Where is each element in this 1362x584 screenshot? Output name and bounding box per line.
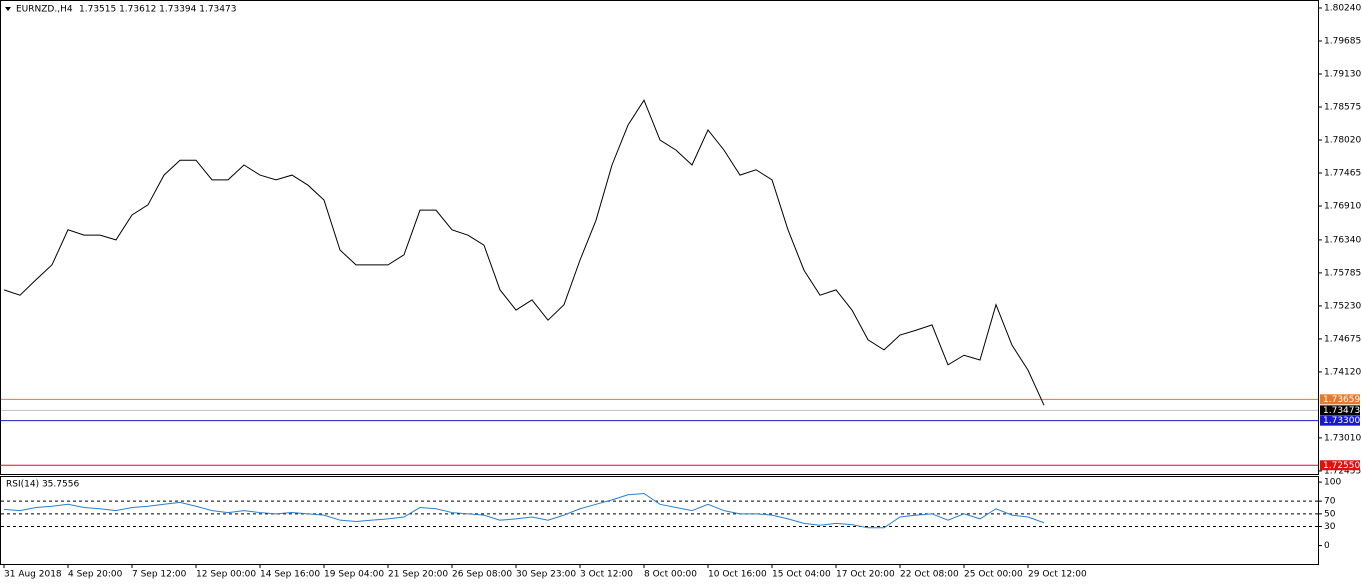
x-tick-label: 12 Sep 00:00 bbox=[196, 570, 256, 580]
x-tick-label: 31 Aug 2018 bbox=[4, 570, 62, 580]
y-tick-label: 1.75230 bbox=[1324, 301, 1361, 311]
x-tick-label: 19 Sep 04:00 bbox=[324, 570, 384, 580]
x-tick-label: 25 Oct 00:00 bbox=[964, 570, 1023, 580]
y-tick-label: 1.74675 bbox=[1324, 334, 1361, 344]
price-tag bbox=[1320, 415, 1360, 426]
y-tick-label: 1.79685 bbox=[1324, 37, 1361, 47]
price-tag bbox=[1320, 405, 1360, 416]
y-tick-label: 70 bbox=[1324, 497, 1336, 507]
y-tick-label: 0 bbox=[1324, 541, 1330, 551]
x-tick-label: 3 Oct 12:00 bbox=[580, 570, 633, 580]
symbol: EURNZD.,H4 bbox=[16, 5, 73, 15]
rsi-panel bbox=[0, 476, 1319, 565]
ohlc: 1.73515 1.73612 1.73394 1.73473 bbox=[79, 5, 236, 15]
x-tick-label: 15 Oct 04:00 bbox=[772, 570, 831, 580]
x-tick-label: 10 Oct 16:00 bbox=[708, 570, 767, 580]
y-tick-label: 1.80240 bbox=[1324, 4, 1361, 14]
price-tag-label: 1.73473 bbox=[1323, 406, 1360, 416]
y-tick-label: 1.73010 bbox=[1324, 433, 1361, 443]
price-tag bbox=[1320, 460, 1360, 471]
x-tick-label: 29 Oct 12:00 bbox=[1028, 570, 1087, 580]
y-tick-label: 1.79130 bbox=[1324, 70, 1361, 80]
y-tick-label: 1.74120 bbox=[1324, 367, 1361, 377]
x-tick-label: 8 Oct 00:00 bbox=[644, 570, 697, 580]
rsi-title: RSI(14) 35.7556 bbox=[6, 480, 79, 490]
y-tick-label: 1.78020 bbox=[1324, 136, 1361, 146]
price-tag-label: 1.73659 bbox=[1323, 395, 1360, 405]
price-line bbox=[3, 492, 1045, 529]
price-tag-label: 1.72550 bbox=[1323, 461, 1360, 471]
x-tick-label: 26 Sep 08:00 bbox=[452, 570, 512, 580]
x-tick-label: 17 Oct 20:00 bbox=[836, 570, 895, 580]
x-tick-label: 21 Sep 20:00 bbox=[388, 570, 448, 580]
menu-arrow[interactable] bbox=[5, 7, 11, 11]
price-panel bbox=[0, 0, 1319, 475]
y-tick-label: 1.76340 bbox=[1324, 235, 1361, 245]
y-tick-label: 1.78575 bbox=[1324, 103, 1361, 113]
x-tick-label: 7 Sep 12:00 bbox=[132, 570, 187, 580]
x-tick-label: 30 Sep 23:00 bbox=[516, 570, 576, 580]
y-tick-label: 30 bbox=[1324, 522, 1336, 532]
y-tick-label: 50 bbox=[1324, 509, 1336, 519]
y-tick-label: 1.76910 bbox=[1324, 202, 1361, 212]
price-tag-label: 1.73300 bbox=[1323, 416, 1360, 426]
price-tag bbox=[1320, 394, 1360, 405]
y-tick-label: 100 bbox=[1324, 478, 1341, 488]
x-tick-label: 14 Sep 16:00 bbox=[260, 570, 320, 580]
x-tick-label: 4 Sep 20:00 bbox=[68, 570, 123, 580]
y-tick-label: 1.77465 bbox=[1324, 169, 1361, 179]
x-tick-label: 22 Oct 08:00 bbox=[900, 570, 959, 580]
y-tick-label: 1.75785 bbox=[1324, 268, 1361, 278]
y-tick-label: 1.72455 bbox=[1324, 466, 1361, 476]
price-line bbox=[3, 99, 1045, 406]
